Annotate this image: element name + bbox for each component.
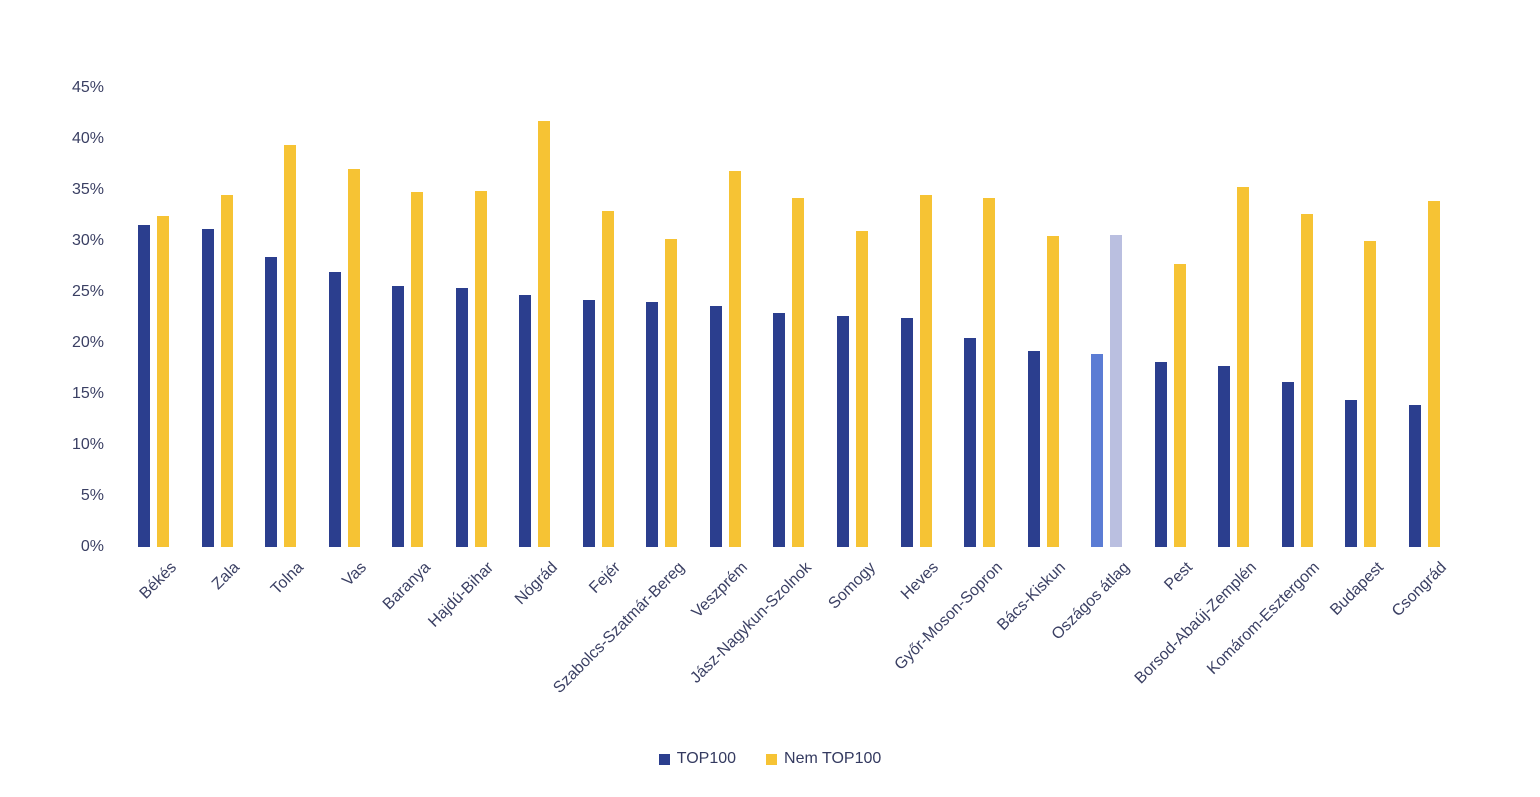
- legend-swatch-icon: [766, 753, 778, 765]
- bar-nem-top100-4: [347, 168, 360, 547]
- bar-top100-7: [519, 295, 532, 547]
- bar-top100-3: [265, 257, 278, 547]
- bar-nem-top100-8: [601, 211, 614, 547]
- bar-nem-top100-11: [792, 198, 805, 547]
- bar-top100-20: [1345, 400, 1358, 547]
- bar-group-1: [122, 88, 186, 547]
- bar-group-14: [948, 88, 1012, 547]
- bar-nem-top100-1: [157, 215, 170, 547]
- bar-group-20: [1329, 88, 1393, 547]
- bar-group-7: [503, 88, 567, 547]
- bar-nem-top100-2: [220, 195, 233, 547]
- bar-top100-8: [582, 300, 595, 547]
- bar-top100-19: [1281, 381, 1294, 547]
- bar-top100-9: [646, 302, 659, 547]
- bar-nem-top100-14: [983, 198, 996, 547]
- bar-top100-16: [1091, 354, 1104, 547]
- bar-nem-top100-16: [1110, 234, 1123, 547]
- legend-label: Nem TOP100: [784, 750, 882, 767]
- bar-nem-top100-3: [284, 145, 297, 547]
- bar-nem-top100-12: [856, 230, 868, 547]
- y-axis-tick-35: 35%: [71, 181, 104, 198]
- bar-top100-13: [900, 317, 913, 547]
- bar-nem-top100-6: [474, 191, 487, 547]
- legend: TOP100 Nem TOP100: [0, 750, 1540, 768]
- bar-top100-6: [455, 287, 468, 547]
- bar-group-21: [1392, 88, 1456, 547]
- bar-group-4: [313, 88, 377, 547]
- bar-group-16: [1075, 88, 1139, 547]
- legend-swatch-icon: [658, 753, 670, 765]
- bar-nem-top100-7: [538, 120, 551, 547]
- y-axis-tick-15: 15%: [71, 385, 104, 402]
- bar-group-6: [440, 88, 504, 547]
- bar-nem-top100-19: [1300, 214, 1313, 547]
- y-axis-tick-5: 5%: [80, 487, 104, 504]
- bar-top100-4: [328, 271, 341, 547]
- y-axis-tick-30: 30%: [71, 232, 104, 249]
- bar-nem-top100-15: [1046, 235, 1059, 547]
- bar-top100-1: [138, 224, 151, 547]
- bar-group-9: [630, 88, 694, 547]
- y-axis-tick-45: 45%: [71, 79, 104, 96]
- bar-group-15: [1011, 88, 1075, 547]
- y-axis-tick-10: 10%: [71, 436, 104, 453]
- y-axis-tick-20: 20%: [71, 334, 104, 351]
- bar-group-5: [376, 88, 440, 547]
- legend-item-top100: TOP100: [658, 750, 737, 768]
- bar-top100-10: [709, 306, 722, 547]
- bar-nem-top100-17: [1173, 264, 1186, 547]
- bar-group-18: [1202, 88, 1266, 547]
- y-axis-tick-25: 25%: [71, 283, 104, 300]
- y-axis-tick-40: 40%: [71, 130, 104, 147]
- bar-top100-21: [1408, 405, 1421, 547]
- bar-top100-15: [1027, 351, 1040, 547]
- legend-item-nem-top100: Nem TOP100: [766, 750, 881, 768]
- bar-nem-top100-18: [1237, 186, 1250, 547]
- bar-group-2: [186, 88, 250, 547]
- bar-top100-14: [964, 337, 977, 547]
- bar-nem-top100-21: [1427, 201, 1440, 547]
- bar-group-11: [757, 88, 821, 547]
- bar-top100-2: [201, 228, 214, 547]
- bar-group-3: [249, 88, 313, 547]
- bar-top100-5: [392, 285, 405, 547]
- bar-nem-top100-9: [665, 238, 678, 547]
- y-axis-tick-0: 0%: [80, 538, 104, 555]
- bar-group-19: [1265, 88, 1329, 547]
- legend-label: TOP100: [676, 750, 737, 767]
- bar-top100-18: [1218, 366, 1231, 547]
- bar-nem-top100-10: [728, 170, 741, 547]
- bar-nem-top100-13: [919, 195, 932, 547]
- bar-top100-17: [1154, 362, 1167, 547]
- bar-group-13: [884, 88, 948, 547]
- bar-nem-top100-20: [1364, 241, 1377, 547]
- bar-group-10: [694, 88, 758, 547]
- bar-top100-11: [773, 313, 786, 547]
- bar-group-8: [567, 88, 631, 547]
- bar-top100-12: [837, 316, 849, 547]
- bar-nem-top100-5: [411, 192, 424, 547]
- bar-group-12: [821, 88, 885, 547]
- bar-group-17: [1138, 88, 1202, 547]
